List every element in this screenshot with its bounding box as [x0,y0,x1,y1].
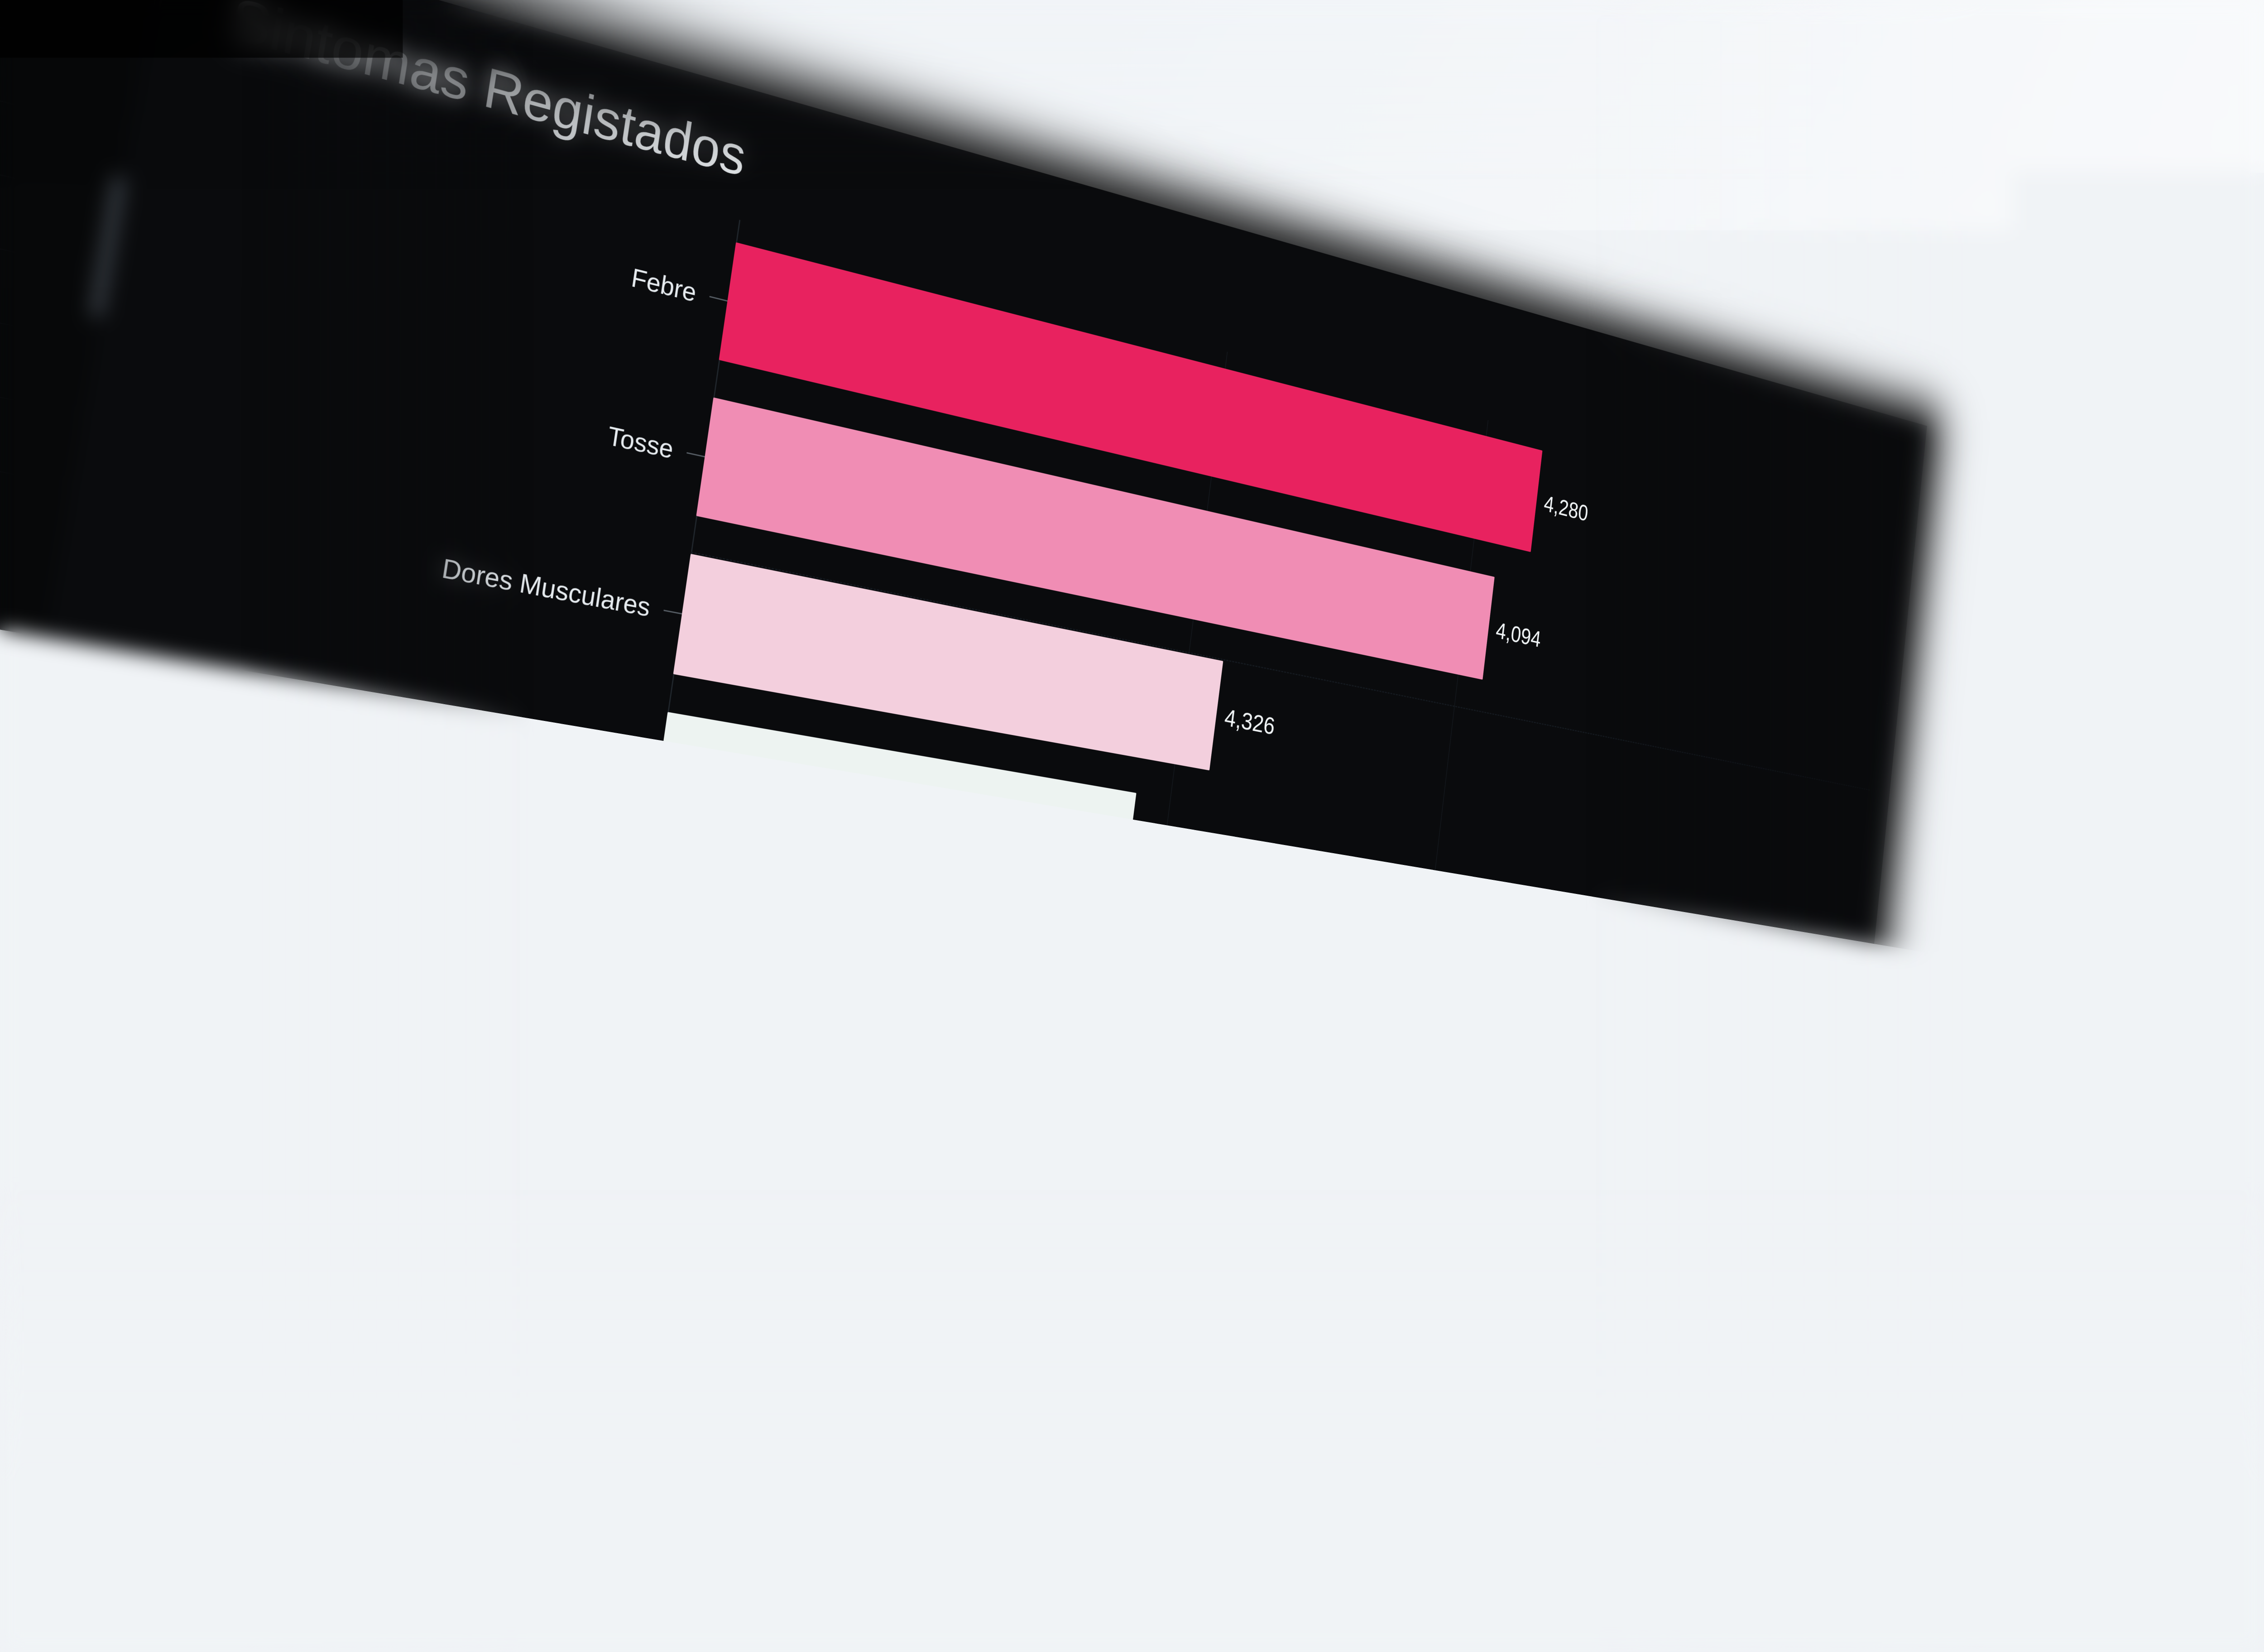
chart-bar[interactable] [603,1034,842,1179]
chart-category-label: Dores Musculares [147,496,666,625]
chart-tick-icon [686,452,705,457]
chart-tick-icon [663,610,682,615]
main-content: Sintomas Registados [0,0,1927,1652]
symptoms-card: Sintomas Registados [0,0,1922,1652]
monitor: nfirmados o Gaia [0,0,2264,1652]
chart-bar-value: 4,326 [1223,703,1276,740]
chart-tick-icon [710,296,728,302]
chart-category-label: Dificuldade Respiratória [60,1022,595,1110]
chart-rows: Febre 4,280 Tosse [0,88,1897,1652]
chart-bar-value: 3,908 [1136,836,1191,873]
monitor-screen: nfirmados o Gaia [0,0,1927,1652]
symptoms-bar-chart: Febre 4,280 Tosse [0,88,1897,1652]
chart-bar-value: 4,280 [1543,490,1589,527]
chart-bar-value: 3,210 [1026,971,1084,1008]
photo-scene: nfirmados o Gaia [0,0,2264,1652]
chart-bar-value: 4,094 [1495,617,1542,653]
chart-tick-icon [593,1094,612,1097]
chart-category-label: Cefaleias [119,669,643,785]
chart-tick-icon [640,769,659,773]
chart-category-label: Fraqueza Generalizada [90,844,619,946]
chart-tick-icon [617,931,636,934]
dashboard-app: nfirmados o Gaia [0,0,1927,1652]
chart-bar-value: 2,372 [841,1105,903,1142]
